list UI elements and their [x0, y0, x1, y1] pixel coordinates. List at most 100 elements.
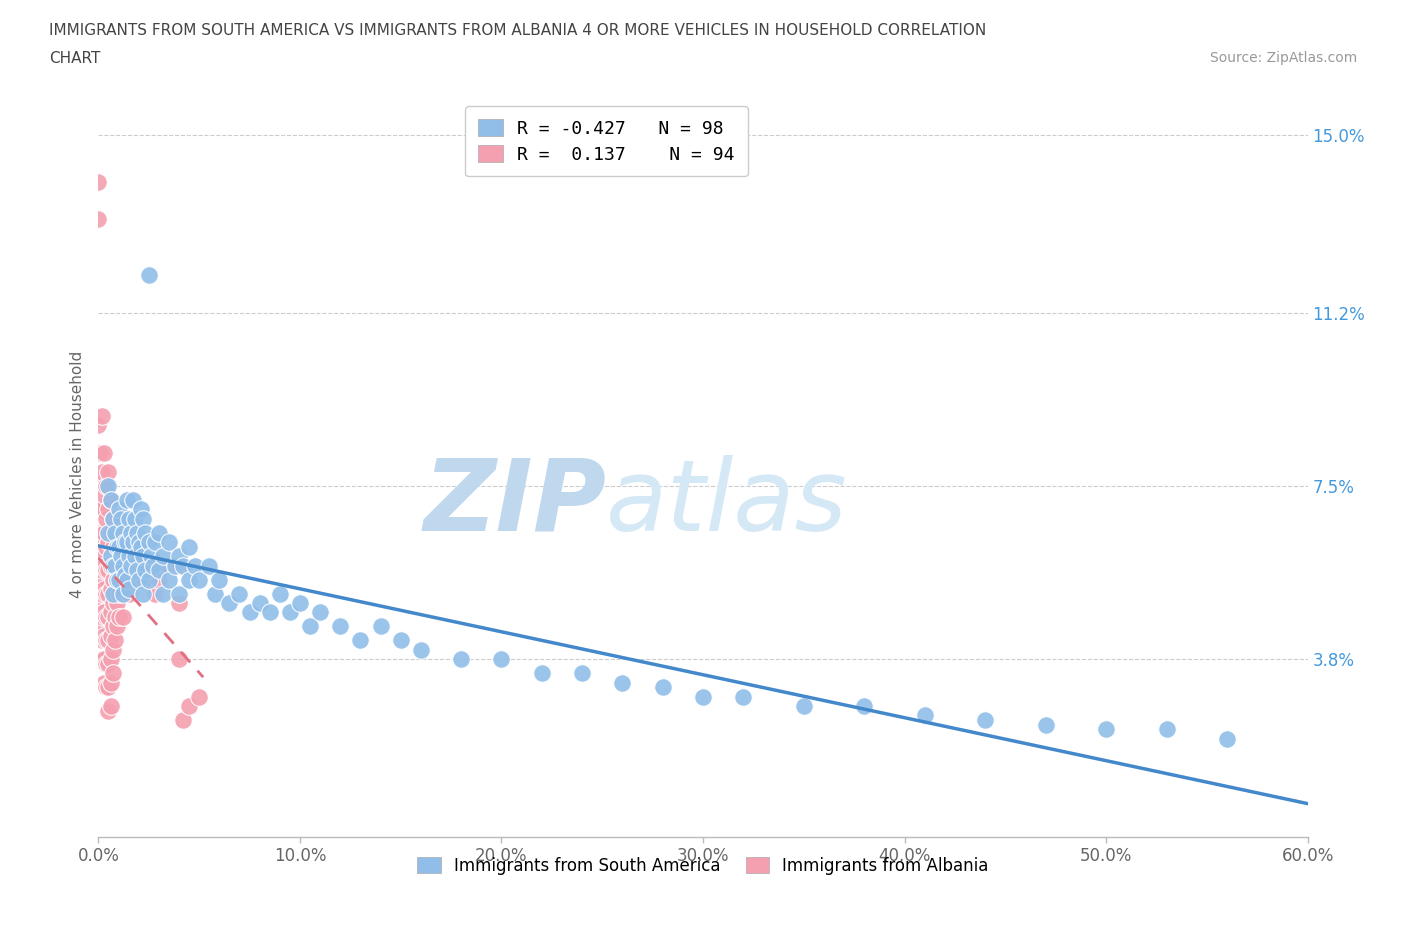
Point — [139, 549, 162, 564]
Point — [97, 464, 120, 479]
Point — [115, 572, 138, 587]
Point — [111, 558, 134, 573]
Point — [329, 619, 352, 634]
Point — [118, 558, 141, 573]
Point — [114, 567, 136, 582]
Point — [143, 586, 166, 601]
Point — [100, 493, 122, 508]
Point — [138, 535, 160, 550]
Point — [148, 572, 170, 587]
Point — [97, 657, 120, 671]
Point — [1035, 717, 1057, 732]
Point — [128, 549, 150, 564]
Point — [152, 549, 174, 564]
Point — [105, 539, 128, 554]
Point — [93, 652, 115, 667]
Point — [118, 512, 141, 526]
Point — [172, 558, 194, 573]
Point — [96, 633, 118, 648]
Point — [269, 586, 291, 601]
Point — [103, 525, 125, 540]
Point — [89, 572, 111, 587]
Point — [218, 595, 240, 610]
Point — [96, 479, 118, 494]
Point — [101, 595, 124, 610]
Point — [101, 512, 124, 526]
Point — [733, 689, 755, 704]
Point — [87, 418, 110, 432]
Point — [128, 535, 150, 550]
Point — [89, 549, 111, 564]
Point — [105, 572, 128, 587]
Legend: Immigrants from South America, Immigrants from Albania: Immigrants from South America, Immigrant… — [409, 848, 997, 884]
Point — [450, 652, 472, 667]
Point — [93, 675, 115, 690]
Point — [107, 558, 129, 573]
Point — [87, 174, 110, 189]
Point — [129, 502, 152, 517]
Point — [107, 586, 129, 601]
Point — [188, 572, 211, 587]
Point — [111, 525, 134, 540]
Point — [97, 479, 120, 494]
Point — [179, 539, 201, 554]
Point — [89, 479, 111, 494]
Point — [96, 539, 118, 554]
Point — [121, 535, 143, 550]
Point — [1156, 722, 1178, 737]
Point — [89, 502, 111, 517]
Point — [101, 572, 124, 587]
Point — [103, 609, 125, 624]
Point — [93, 525, 115, 540]
Point — [100, 493, 122, 508]
Y-axis label: 4 or more Vehicles in Household: 4 or more Vehicles in Household — [70, 351, 86, 598]
Point — [87, 212, 110, 227]
Point — [93, 488, 115, 503]
Point — [349, 633, 371, 648]
Point — [278, 604, 301, 619]
Point — [91, 563, 114, 578]
Point — [110, 549, 132, 564]
Point — [288, 595, 311, 610]
Point — [101, 666, 124, 681]
Point — [101, 643, 124, 658]
Point — [134, 525, 156, 540]
Point — [97, 563, 120, 578]
Text: IMMIGRANTS FROM SOUTH AMERICA VS IMMIGRANTS FROM ALBANIA 4 OR MORE VEHICLES IN H: IMMIGRANTS FROM SOUTH AMERICA VS IMMIGRA… — [49, 23, 987, 38]
Point — [124, 572, 146, 587]
Point — [157, 572, 180, 587]
Point — [134, 563, 156, 578]
Point — [105, 595, 128, 610]
Text: CHART: CHART — [49, 51, 101, 66]
Point — [148, 563, 170, 578]
Point — [121, 493, 143, 508]
Point — [101, 586, 124, 601]
Point — [91, 652, 114, 667]
Point — [129, 539, 152, 554]
Point — [100, 549, 122, 564]
Point — [125, 525, 148, 540]
Point — [101, 539, 124, 554]
Point — [93, 445, 115, 460]
Point — [157, 535, 180, 550]
Point — [172, 712, 194, 727]
Point — [125, 563, 148, 578]
Point — [96, 609, 118, 624]
Point — [179, 698, 201, 713]
Point — [120, 558, 142, 573]
Point — [115, 535, 138, 550]
Point — [124, 512, 146, 526]
Text: ZIP: ZIP — [423, 455, 606, 551]
Point — [89, 595, 111, 610]
Point — [111, 581, 134, 596]
Point — [107, 609, 129, 624]
Point — [97, 525, 120, 540]
Point — [118, 581, 141, 596]
Point — [93, 581, 115, 596]
Text: Source: ZipAtlas.com: Source: ZipAtlas.com — [1209, 51, 1357, 65]
Point — [91, 586, 114, 601]
Point — [100, 558, 122, 573]
Point — [105, 572, 128, 587]
Point — [105, 539, 128, 554]
Point — [89, 619, 111, 634]
